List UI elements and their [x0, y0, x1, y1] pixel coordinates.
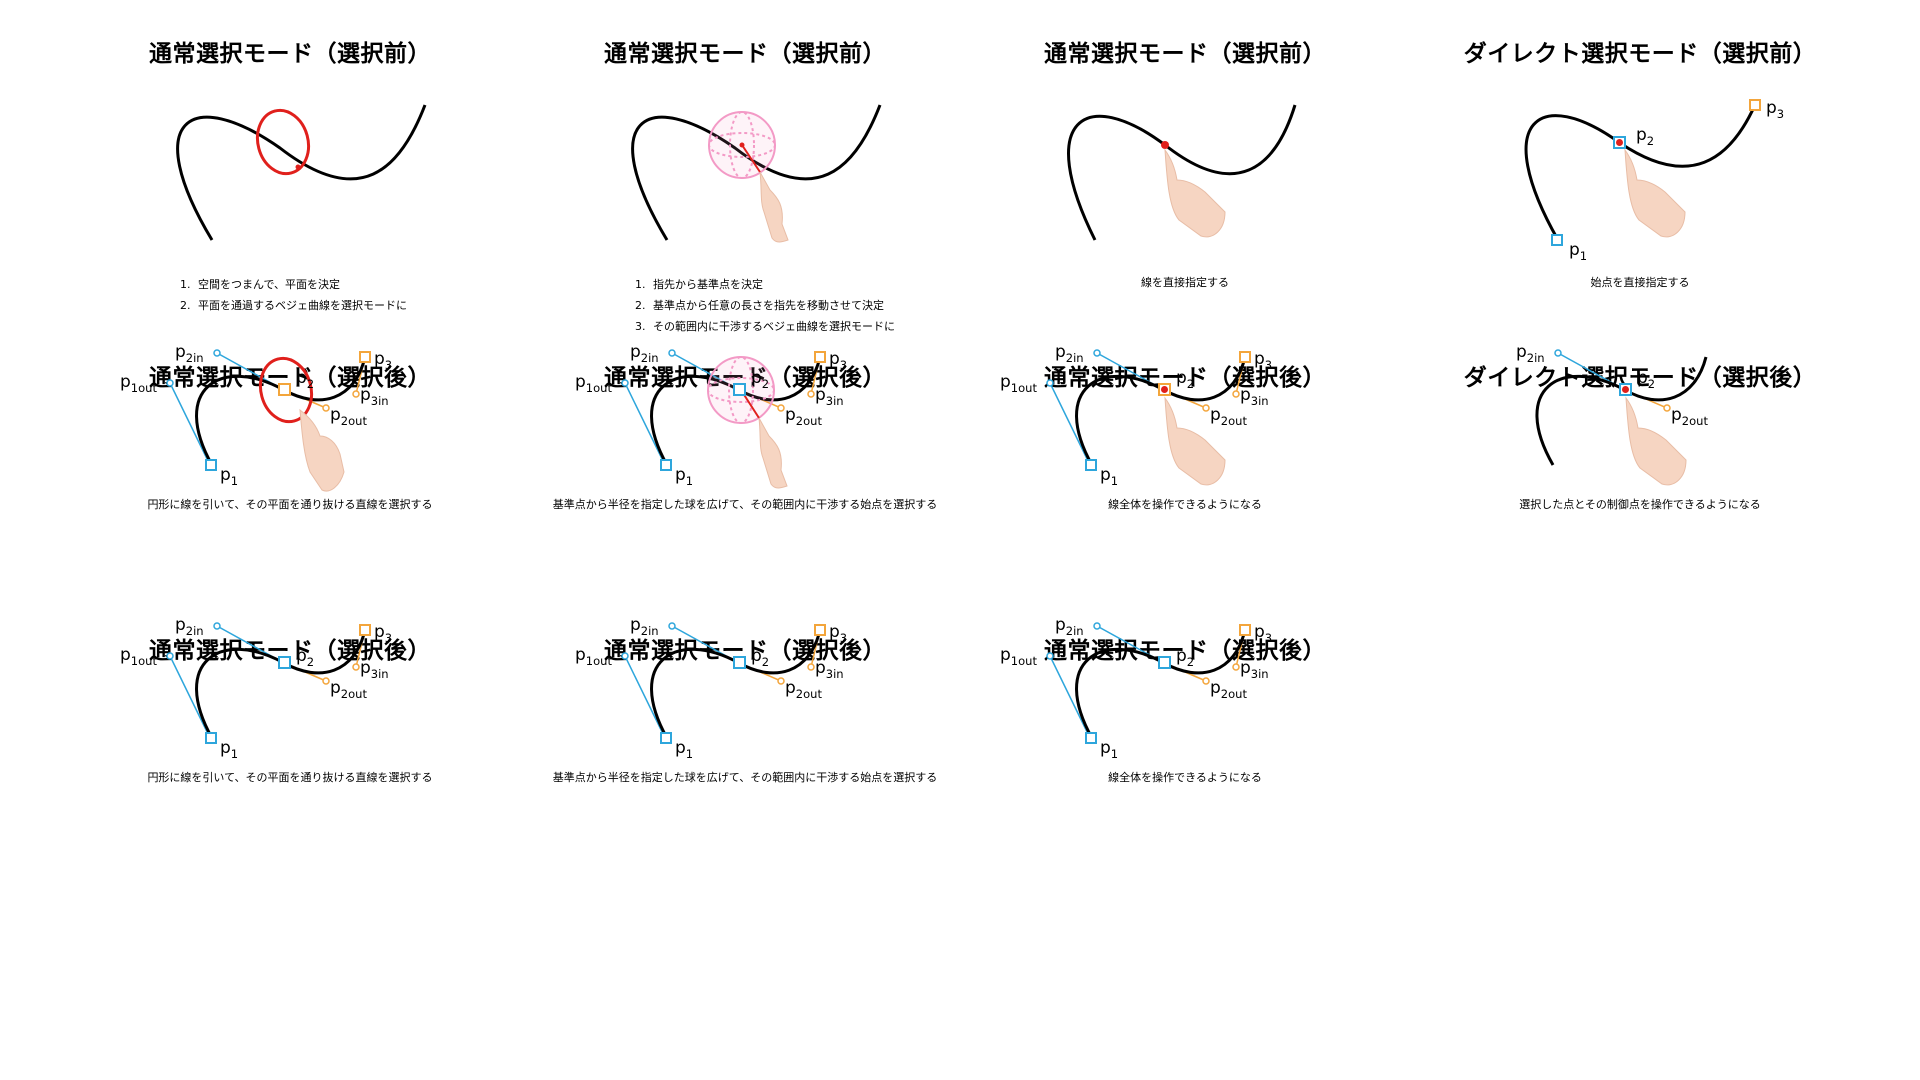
- hand-point-icon: [1625, 150, 1685, 237]
- svg-text:p1: p1: [1569, 240, 1587, 263]
- svg-text:p3in: p3in: [815, 385, 844, 408]
- selected-point: [1616, 139, 1623, 146]
- step-item: 1. 指先から基準点を決定: [635, 274, 895, 295]
- caption: 基準点から半径を指定した球を広げて、その範囲内に干渉する始点を選択する: [515, 769, 975, 785]
- anchor-square-icon: [360, 625, 370, 635]
- anchor-square-icon: [1750, 100, 1760, 110]
- anchor-square-icon: [1240, 625, 1250, 635]
- svg-text:p2out: p2out: [785, 678, 822, 701]
- edit-curve-diagram: p1 p1out p2in p2 p2out p3 p3in: [955, 320, 1415, 560]
- svg-text:p1out: p1out: [575, 372, 612, 395]
- svg-text:p2out: p2out: [785, 405, 822, 428]
- svg-text:p3: p3: [1254, 622, 1272, 645]
- anchor-square-icon: [734, 384, 745, 395]
- steps-list: 1. 空間をつまんで、平面を決定 2. 平面を通過するベジェ曲線を選択モードに: [180, 274, 407, 316]
- svg-text:p1out: p1out: [1000, 645, 1037, 668]
- anchor-square-icon: [1552, 235, 1562, 245]
- base-point: [740, 143, 745, 148]
- anchor-square-icon: [1086, 460, 1096, 470]
- svg-text:p2in: p2in: [175, 615, 204, 638]
- selection-ring: [251, 105, 316, 180]
- pinch-point: [296, 165, 301, 170]
- anchor-square-icon: [360, 352, 370, 362]
- selected-point: [1622, 386, 1629, 393]
- anchor-square-icon: [661, 733, 671, 743]
- svg-text:p2in: p2in: [175, 342, 204, 365]
- edit-curve-diagram: p1 p1out p2in p2 p2out p3 p3in: [955, 593, 1415, 833]
- caption: 円形に線を引いて、その平面を通り抜ける直線を選択する: [60, 769, 520, 785]
- svg-text:p2: p2: [751, 646, 769, 669]
- svg-text:p2: p2: [1176, 646, 1194, 669]
- direct-start-point-diagram: p1 p2 p3: [1410, 0, 1870, 270]
- edit-curve-diagram: p1 p1out p2in p2 p2out p3 p3in: [515, 593, 975, 833]
- svg-text:p3: p3: [829, 349, 847, 372]
- edit-curve-diagram: p1 p1out p2in p2 p2out p3 p3in: [60, 593, 520, 833]
- anchor-square-icon: [1159, 657, 1170, 668]
- direct-line-diagram: [955, 0, 1415, 260]
- step-item: 2. 基準点から任意の長さを指先を移動させて決定: [635, 295, 895, 316]
- svg-text:p3: p3: [374, 349, 392, 372]
- direct-edit-diagram: p2in p2 p2out: [1410, 320, 1870, 560]
- caption: 線全体を操作できるようになる: [955, 769, 1415, 785]
- svg-text:p1out: p1out: [575, 645, 612, 668]
- svg-text:p3: p3: [1766, 98, 1784, 121]
- anchor-square-icon: [1240, 352, 1250, 362]
- edit-curve-diagram: p1 p1out p2in p2 p2out p3 p3in: [60, 320, 520, 560]
- svg-text:p3in: p3in: [360, 658, 389, 681]
- svg-text:p3in: p3in: [815, 658, 844, 681]
- svg-text:p2: p2: [1176, 368, 1194, 391]
- svg-text:p2: p2: [1636, 125, 1654, 148]
- svg-text:p2out: p2out: [330, 678, 367, 701]
- step-item: 1. 空間をつまんで、平面を決定: [180, 274, 407, 295]
- svg-text:p1out: p1out: [120, 372, 157, 395]
- svg-text:p2in: p2in: [1055, 342, 1084, 365]
- svg-text:p1out: p1out: [120, 645, 157, 668]
- svg-text:p3: p3: [374, 622, 392, 645]
- svg-text:p1: p1: [675, 465, 693, 488]
- svg-text:p1: p1: [1100, 738, 1118, 761]
- anchor-square-icon: [1086, 733, 1096, 743]
- svg-text:p2out: p2out: [1210, 405, 1247, 428]
- svg-text:p2: p2: [1637, 368, 1655, 391]
- caption: 線全体を操作できるようになる: [955, 496, 1415, 512]
- svg-text:p2in: p2in: [1516, 342, 1545, 365]
- svg-text:p1: p1: [1100, 465, 1118, 488]
- hand-point-icon: [759, 418, 787, 488]
- anchor-square-icon: [734, 657, 745, 668]
- anchor-square-icon: [206, 460, 216, 470]
- svg-text:p3: p3: [1254, 349, 1272, 372]
- hand-point-icon: [760, 172, 788, 242]
- svg-text:p2in: p2in: [1055, 615, 1084, 638]
- anchor-square-icon: [815, 625, 825, 635]
- svg-text:p2out: p2out: [330, 405, 367, 428]
- touch-point: [1161, 141, 1169, 149]
- svg-text:p1: p1: [220, 465, 238, 488]
- svg-text:p3: p3: [829, 622, 847, 645]
- selected-point: [1161, 386, 1168, 393]
- svg-text:p2in: p2in: [630, 342, 659, 365]
- svg-text:p3in: p3in: [1240, 658, 1269, 681]
- svg-text:p2out: p2out: [1210, 678, 1247, 701]
- anchor-square-icon: [815, 352, 825, 362]
- caption: 選択した点とその制御点を操作できるようになる: [1410, 496, 1870, 512]
- svg-text:p3in: p3in: [1240, 385, 1269, 408]
- anchor-square-icon: [206, 733, 216, 743]
- svg-text:p1: p1: [675, 738, 693, 761]
- caption: 始点を直接指定する: [1410, 274, 1870, 290]
- svg-text:p2: p2: [296, 368, 314, 391]
- anchor-square-icon: [279, 384, 290, 395]
- anchor-square-icon: [279, 657, 290, 668]
- caption: 線を直接指定する: [955, 274, 1415, 290]
- caption: 円形に線を引いて、その平面を通り抜ける直線を選択する: [60, 496, 520, 512]
- svg-text:p1: p1: [220, 738, 238, 761]
- edit-curve-diagram: p1 p1out p2in p2 p2out p3 p3in: [515, 320, 975, 560]
- step-item: 2. 平面を通過するベジェ曲線を選択モードに: [180, 295, 407, 316]
- anchor-square-icon: [661, 460, 671, 470]
- svg-text:p2: p2: [296, 646, 314, 669]
- svg-text:p1out: p1out: [1000, 372, 1037, 395]
- svg-text:p2out: p2out: [1671, 405, 1708, 428]
- svg-text:p3in: p3in: [360, 385, 389, 408]
- caption: 基準点から半径を指定した球を広げて、その範囲内に干渉する始点を選択する: [515, 496, 975, 512]
- svg-text:p2in: p2in: [630, 615, 659, 638]
